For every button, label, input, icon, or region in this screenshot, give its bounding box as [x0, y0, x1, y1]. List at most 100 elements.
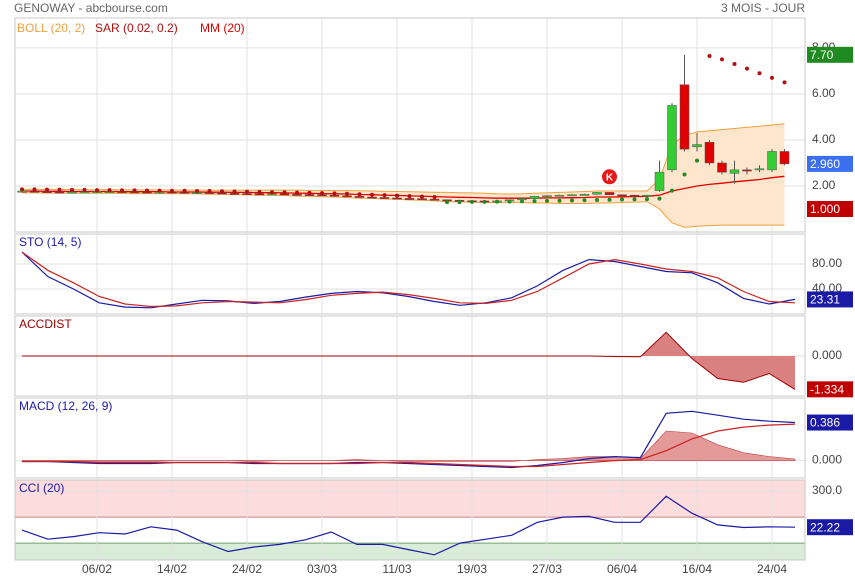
sar-dot [370, 192, 374, 197]
sar-dot [70, 187, 74, 192]
sar-dot [757, 71, 762, 76]
sar-dot [607, 197, 612, 202]
boll-fill [22, 123, 785, 228]
legend-entry: SAR (0.02, 0.2) [95, 21, 178, 35]
series-line [21, 495, 796, 556]
sar-dot [32, 187, 37, 192]
panel [15, 234, 805, 314]
candle-body [392, 197, 402, 200]
event-marker-label: K [606, 172, 614, 183]
x-tick-label: 06/02 [82, 562, 112, 576]
sar-dot [632, 197, 637, 202]
panel [15, 18, 805, 232]
sar-dot [720, 57, 724, 62]
y-tick-label: 0.000 [812, 348, 842, 362]
panel-frame [14, 315, 806, 397]
area-line [22, 331, 796, 390]
x-tick-label: 03/03 [307, 562, 337, 576]
panel [15, 480, 805, 560]
sar-dot [457, 200, 462, 205]
event-marker [602, 169, 617, 185]
sar-dot [382, 193, 387, 198]
sar-dot [557, 198, 562, 203]
panel-frame [14, 17, 806, 233]
price-tag [807, 46, 853, 63]
chart-subtitle: 3 MOIS - JOUR [721, 1, 805, 15]
sar-dot [95, 188, 99, 193]
sar-dot [770, 75, 774, 80]
candle-body [329, 194, 340, 197]
sar-dot [120, 188, 124, 193]
candle-body [679, 84, 690, 150]
sar-dot [420, 194, 424, 199]
sar-dot [320, 191, 324, 196]
sar-dot [595, 198, 599, 203]
sar-dot [245, 189, 249, 194]
candle-body [67, 191, 77, 194]
candle-body [642, 194, 652, 197]
sar-dot [432, 195, 437, 200]
sar-dot [657, 196, 662, 201]
candle-body [242, 193, 252, 196]
price-tag [807, 519, 853, 536]
sar-dot [257, 189, 262, 194]
price-tag [807, 381, 853, 398]
y-tick-label: 6.00 [812, 86, 836, 100]
sar-dot [645, 197, 649, 202]
y-tick-label: 4.00 [812, 132, 836, 146]
candle-body [42, 191, 52, 193]
candle-body [617, 194, 627, 197]
sar-dot [45, 187, 49, 192]
candle-body [742, 169, 752, 172]
series-line [22, 410, 796, 469]
series-line [22, 423, 796, 468]
sar-dot [282, 190, 287, 195]
sar-dot [295, 190, 299, 195]
price-tag-label: -1.334 [810, 383, 844, 397]
candle-body [704, 142, 715, 164]
candle-body [579, 194, 590, 196]
chart-title: GENOWAY - abcbourse.com [14, 1, 168, 15]
sar-dot [157, 188, 162, 193]
candle-body [379, 197, 390, 199]
sar-dot [57, 187, 62, 192]
candle-body [229, 193, 240, 195]
sar-dot [145, 188, 149, 193]
series-line [21, 251, 796, 308]
sar-dot [782, 80, 787, 85]
price-tag-label: 2.960 [810, 157, 840, 171]
panel [15, 316, 805, 396]
candle-body [342, 195, 352, 198]
price-tag [807, 291, 853, 308]
sar-dot [470, 199, 474, 204]
panel-title: MACD (12, 26, 9) [19, 399, 112, 413]
panel-bg [15, 234, 805, 314]
candle-body [567, 194, 577, 197]
y-tick-label: 80.00 [812, 256, 842, 270]
candle-body [667, 105, 677, 171]
candle-body [729, 169, 740, 174]
candle-body [604, 192, 615, 195]
candle-body [692, 144, 702, 148]
candle-body [529, 196, 540, 199]
panel [15, 398, 805, 478]
sar-dot [707, 53, 712, 58]
sar-dot [695, 158, 699, 163]
sar-dot [270, 190, 274, 195]
panel-frame [14, 479, 806, 561]
panel-frame [14, 397, 806, 479]
sar-dot [482, 199, 487, 204]
candle-body [779, 151, 790, 165]
candle-body [754, 168, 765, 171]
sar-dot [407, 194, 412, 199]
candle-body [654, 171, 665, 191]
panel-title: ACCDIST [19, 317, 72, 331]
candle-body [54, 191, 65, 194]
legend-entry: BOLL (20, 2) [17, 21, 85, 35]
candle-body [367, 196, 377, 199]
candle-body [404, 198, 415, 200]
sar-dot [395, 193, 399, 198]
upper-band [15, 480, 805, 518]
candle-body [254, 193, 265, 196]
sar-dot [20, 187, 24, 192]
